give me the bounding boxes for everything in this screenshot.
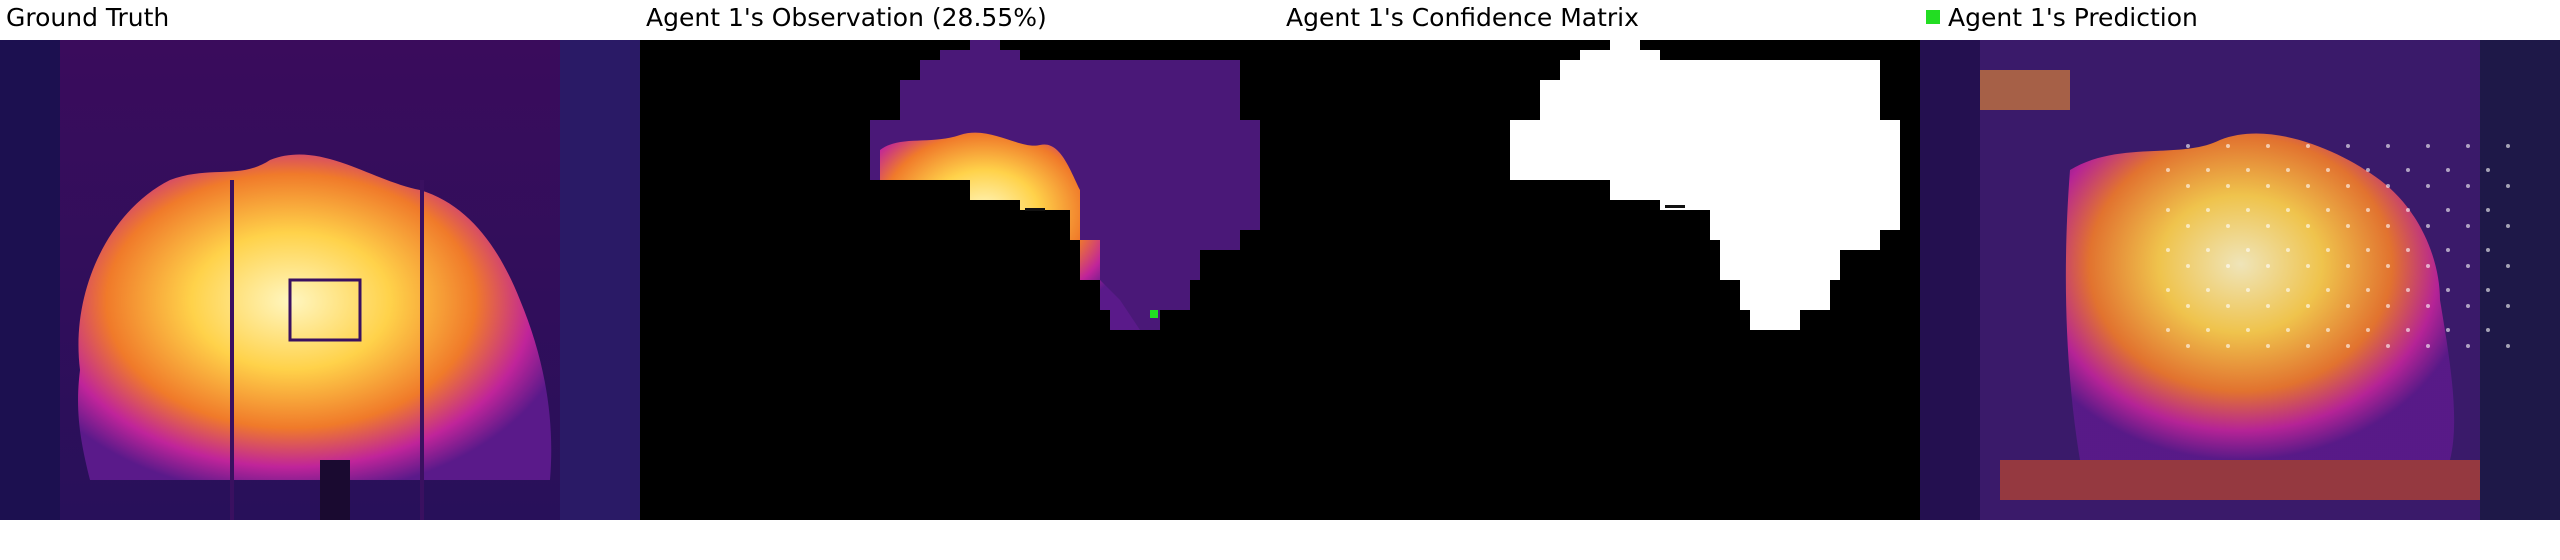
ground-truth-image <box>0 40 640 520</box>
agent-marker-icon <box>1926 10 1940 24</box>
agent-position-icon <box>1150 310 1158 318</box>
prediction-title: Agent 1's Prediction <box>1926 2 2198 34</box>
confidence-matrix-image <box>1280 40 1920 520</box>
prediction-image <box>1920 40 2560 520</box>
prediction-title-text: Agent 1's Prediction <box>1948 3 2198 32</box>
observation-image <box>640 40 1280 520</box>
ground-truth-title: Ground Truth <box>6 3 170 32</box>
confidence-matrix-title: Agent 1's Confidence Matrix <box>1286 3 1639 32</box>
observation-title: Agent 1's Observation (28.55%) <box>646 3 1047 32</box>
